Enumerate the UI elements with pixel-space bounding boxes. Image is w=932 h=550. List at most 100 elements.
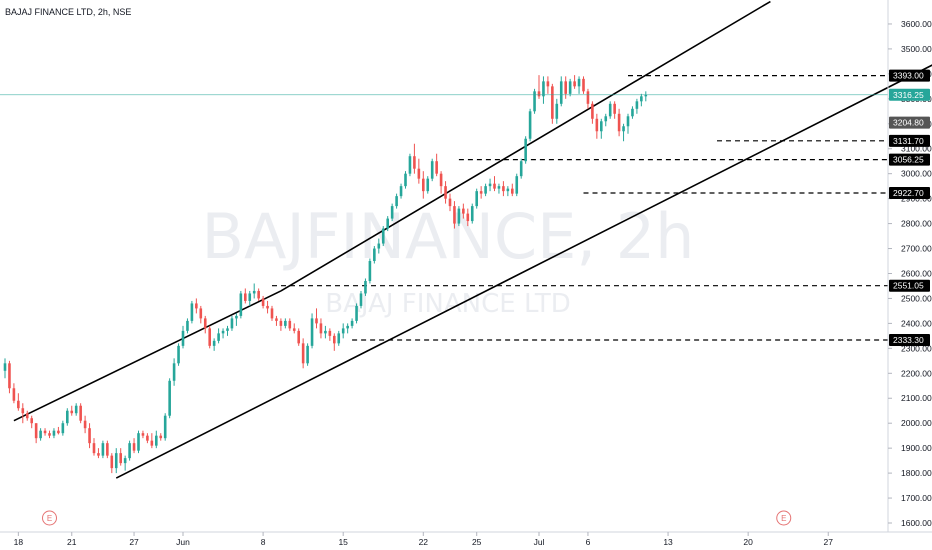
candle-body (284, 320, 287, 326)
price-tags: 3393.00 3131.70 3056.25 2922.70 2551.05 2333.… (889, 69, 930, 347)
candle-body (328, 330, 332, 336)
candle-body (30, 418, 33, 424)
candle-body (586, 91, 590, 104)
candle-body (528, 111, 532, 139)
candle-body (622, 126, 625, 132)
candle-body (301, 343, 305, 364)
price-level-tag-label: 2333.30 (893, 335, 924, 345)
candle-body (457, 208, 461, 224)
candle-body (248, 293, 252, 301)
candle-body (511, 188, 514, 194)
last-price-tag (889, 88, 930, 101)
candle-body (355, 305, 358, 321)
watermark-symbol: BAJFINANCE, 2h (202, 200, 695, 273)
candle-body (524, 138, 527, 162)
candle-body (132, 443, 136, 451)
candle-body (444, 186, 447, 199)
time-tick-label: 20 (743, 537, 753, 547)
candle-body (546, 81, 550, 87)
candle-body (34, 423, 38, 439)
candle-body (631, 108, 634, 117)
candle-body (417, 168, 421, 179)
candle-body (333, 335, 336, 344)
price-level-tag (889, 279, 930, 292)
price-tick-label: 2500.00 (901, 293, 932, 303)
candle-body (386, 218, 389, 229)
candle-body (439, 173, 443, 187)
candle-body (591, 103, 594, 119)
price-level-tag-label: 3131.70 (893, 136, 924, 146)
candle-body (377, 243, 381, 249)
candle-body (533, 91, 536, 112)
candle-body (537, 91, 541, 97)
time-tick-label: 27 (824, 537, 834, 547)
candle-body (542, 81, 545, 97)
candle-body (12, 388, 16, 401)
time-tick-label: 27 (129, 537, 139, 547)
candle-body (39, 430, 42, 439)
candle-body (337, 333, 341, 344)
candle-body (217, 333, 220, 341)
candle-body (475, 191, 478, 207)
candle-body (319, 323, 323, 334)
candle-body (453, 206, 456, 224)
candle-body (226, 328, 229, 331)
candle-body (515, 176, 519, 194)
candle-body (381, 228, 385, 244)
candle-body (364, 280, 367, 294)
candle-body (399, 186, 403, 197)
channel-trendline (13, 290, 282, 422)
candle-body (600, 121, 603, 132)
candle-body (390, 206, 394, 219)
candle-body (573, 81, 576, 87)
candle-body (110, 455, 114, 469)
candle-body (25, 413, 29, 419)
candle-body (123, 458, 127, 464)
candle-body (159, 435, 163, 439)
candle-body (101, 443, 105, 456)
candle-body (181, 330, 185, 346)
candle-body (239, 293, 243, 316)
candle-body (48, 433, 51, 436)
earnings-event-icon (776, 510, 792, 526)
time-tick-label: 8 (261, 537, 266, 547)
candle-body (195, 303, 198, 309)
candle-body (79, 405, 82, 421)
price-levels (272, 75, 888, 341)
candle-body (626, 116, 630, 127)
earnings-event-label: E (47, 514, 52, 523)
candle-body (559, 81, 563, 104)
price-level-tag-label: 2922.70 (893, 188, 924, 198)
time-tick-label: 15 (338, 537, 348, 547)
time-tick-label: Jun (176, 537, 190, 547)
price-tick-label: 1800.00 (901, 468, 932, 478)
candle-body (595, 118, 599, 132)
candle-body (341, 328, 345, 334)
candle-body (230, 318, 234, 329)
price-tick-label: 2400.00 (901, 318, 932, 328)
candle-body (582, 78, 585, 92)
candle-body (74, 405, 78, 414)
candle-body (221, 330, 225, 334)
candle-body (266, 305, 269, 309)
candle-body (155, 435, 158, 446)
candle-body (324, 330, 327, 334)
candle-body (640, 96, 643, 102)
candle-body (70, 410, 74, 414)
time-axis[interactable]: 18 21 27 Jun 8 15 22 25 Jul 6 13 20 27 (14, 532, 834, 547)
earnings-event-icon (42, 510, 57, 526)
price-tick-label: 2100.00 (901, 393, 932, 403)
last-price-tag-label: 3316.25 (893, 90, 924, 100)
price-level-tag-label: 3393.00 (893, 71, 924, 81)
candle-body (635, 101, 639, 109)
candle-body (57, 430, 60, 434)
candle-body (577, 78, 581, 87)
candle-body (315, 318, 318, 324)
candle-body (644, 94, 648, 97)
candle-body (66, 410, 69, 424)
candle-body (203, 318, 207, 329)
time-tick-label: 21 (67, 537, 77, 547)
price-tick-label: 2700.00 (901, 244, 932, 254)
